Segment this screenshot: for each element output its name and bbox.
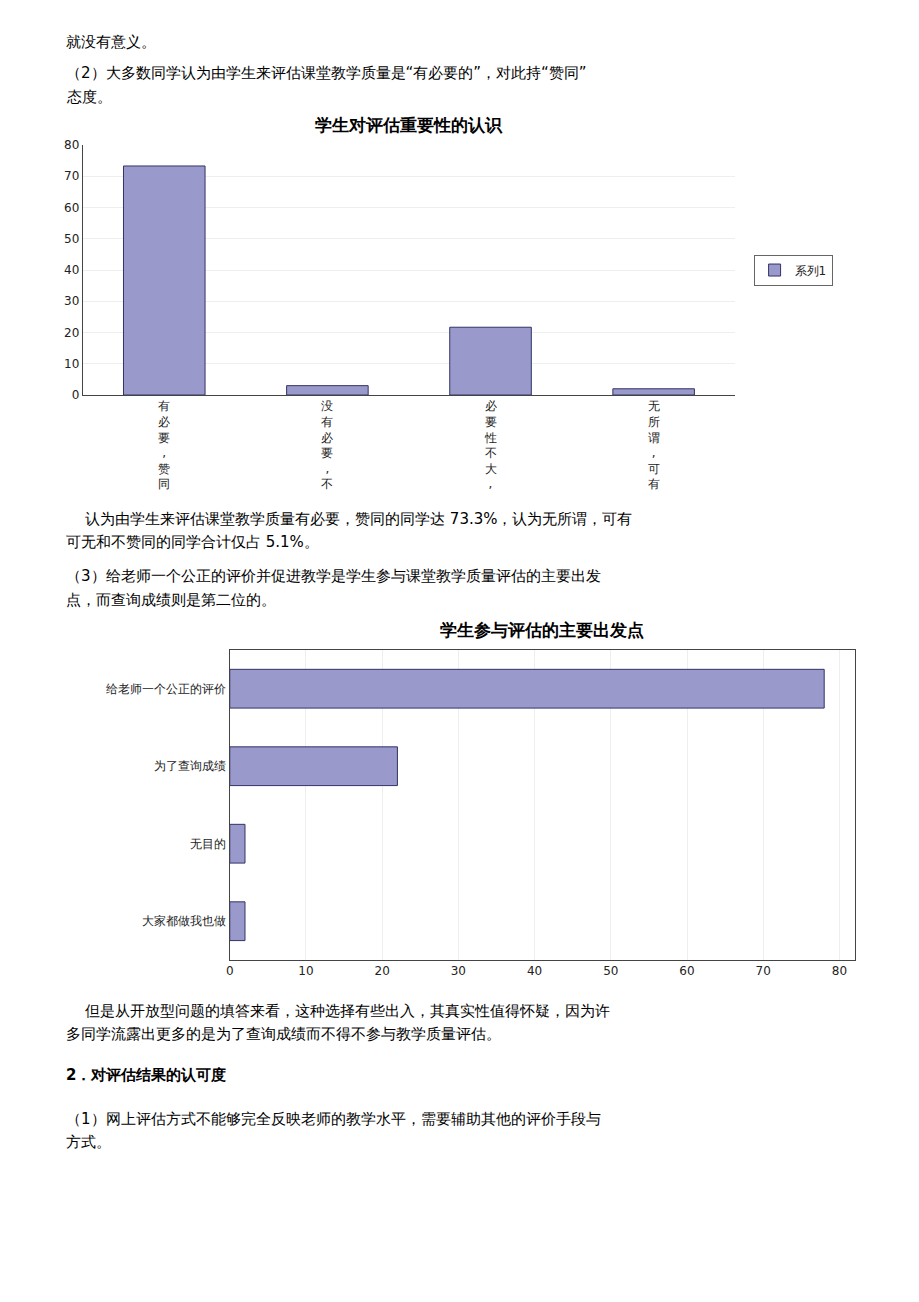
svg-text:但是从开放型问题的填答来看，这种选择有些出入，其真实性值得怀: 但是从开放型问题的填答来看，这种选择有些出入，其真实性值得怀疑，因为许 [66,1002,610,1020]
svg-text:学生参与评估的主要出发点: 学生参与评估的主要出发点 [440,620,644,640]
svg-text:多同学流露出更多的是为了查询成绩而不得不参与教学质量评估。: 多同学流露出更多的是为了查询成绩而不得不参与教学质量评估。 [66,1025,501,1043]
svg-text:0: 0 [226,964,234,978]
svg-text:系列1: 系列1 [795,264,827,278]
svg-text:必要性不大,: 必要性不大, [484,399,497,491]
svg-text:态度。: 态度。 [66,88,112,106]
svg-text:70: 70 [64,169,79,183]
svg-text:给老师一个公正的评价: 给老师一个公正的评价 [106,682,226,696]
svg-text:（1）网上评估方式不能够完全反映老师的教学水平，需要辅助其他: （1）网上评估方式不能够完全反映老师的教学水平，需要辅助其他的评价手段与 [66,1110,601,1128]
svg-text:0: 0 [72,388,80,402]
svg-text:10: 10 [298,964,313,978]
svg-text:大家都做我也做: 大家都做我也做 [142,914,226,928]
svg-text:20: 20 [375,964,390,978]
svg-text:80: 80 [832,964,847,978]
svg-text:（3）给老师一个公正的评价并促进教学是学生参与课堂教学质量评: （3）给老师一个公正的评价并促进教学是学生参与课堂教学质量评估的主要出发 [66,567,601,585]
svg-text:10: 10 [64,357,79,371]
svg-text:没有必要,不: 没有必要,不 [321,399,333,491]
svg-text:点，而查询成绩则是第二位的。: 点，而查询成绩则是第二位的。 [66,591,276,609]
svg-text:60: 60 [64,201,79,215]
svg-text:80: 80 [64,138,79,152]
svg-text:70: 70 [756,964,771,978]
svg-text:无目的: 无目的 [190,837,226,851]
svg-text:无所谓,可有: 无所谓,可有 [648,399,660,491]
svg-text:为了查询成绩: 为了查询成绩 [154,759,226,773]
svg-text:就没有意义。: 就没有意义。 [66,33,156,51]
svg-text:有必要,赞同: 有必要,赞同 [158,399,170,491]
svg-text:认为由学生来评估课堂教学质量有必要，赞同的同学达 73.3%: 认为由学生来评估课堂教学质量有必要，赞同的同学达 73.3%，认为无所谓，可有 [66,510,633,528]
svg-text:60: 60 [679,964,694,978]
svg-text:（2）大多数同学认为由学生来评估课堂教学质量是“有必要的”，: （2）大多数同学认为由学生来评估课堂教学质量是“有必要的”，对此持“赞同” [66,64,587,82]
svg-text:40: 40 [527,964,542,978]
svg-text:20: 20 [64,326,79,340]
svg-text:50: 50 [603,964,618,978]
svg-text:30: 30 [451,964,466,978]
svg-text:50: 50 [64,232,79,246]
svg-text:方式。: 方式。 [66,1133,111,1151]
svg-text:可无和不赞同的同学合计仅占 5.1%。: 可无和不赞同的同学合计仅占 5.1%。 [66,533,319,551]
svg-text:40: 40 [64,263,79,277]
svg-text:学生对评估重要性的认识: 学生对评估重要性的认识 [315,115,503,135]
svg-text:2．对评估结果的认可度: 2．对评估结果的认可度 [66,1066,226,1084]
svg-text:30: 30 [64,294,79,308]
